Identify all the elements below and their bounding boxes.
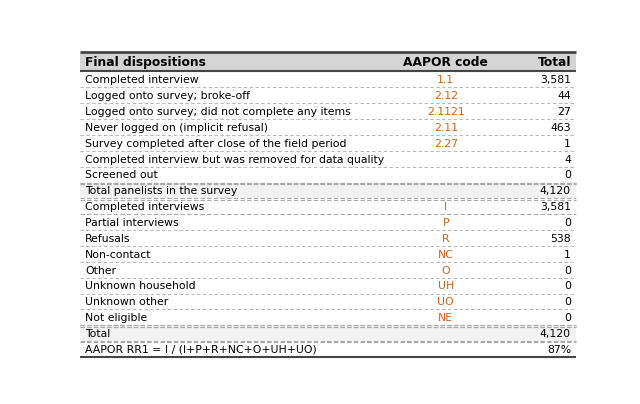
Text: O: O (442, 265, 450, 276)
Bar (80, 135, 576, 151)
Bar (80, 52, 576, 72)
Text: 2.11: 2.11 (434, 123, 458, 133)
Bar (80, 309, 576, 325)
Text: Screened out: Screened out (85, 170, 157, 181)
Text: 0: 0 (564, 297, 571, 307)
Text: 2.12: 2.12 (434, 91, 458, 101)
Text: NE: NE (438, 313, 453, 323)
Text: Survey completed after close of the field period: Survey completed after close of the fiel… (85, 139, 346, 149)
Text: NC: NC (438, 250, 454, 260)
Text: Refusals: Refusals (85, 234, 131, 244)
Text: P: P (442, 218, 449, 228)
Bar (80, 198, 576, 214)
Text: R: R (442, 234, 450, 244)
Bar (80, 230, 576, 246)
Text: 1: 1 (564, 139, 571, 149)
Text: AAPOR code: AAPOR code (403, 56, 488, 69)
Bar (80, 341, 576, 357)
Text: 1: 1 (564, 250, 571, 260)
Text: 0: 0 (564, 265, 571, 276)
Text: Completed interviews: Completed interviews (85, 202, 204, 212)
Text: Final dispositions: Final dispositions (85, 56, 206, 69)
Bar (80, 246, 576, 262)
Text: Other: Other (85, 265, 116, 276)
Text: Total panelists in the survey: Total panelists in the survey (85, 186, 237, 196)
Text: 0: 0 (564, 313, 571, 323)
Bar (80, 72, 576, 87)
Bar (80, 119, 576, 135)
Bar (80, 294, 576, 309)
Text: 4,120: 4,120 (540, 329, 571, 339)
Bar (80, 183, 576, 198)
Text: 3,581: 3,581 (540, 202, 571, 212)
Text: 1.1: 1.1 (437, 75, 454, 85)
Text: 87%: 87% (547, 345, 571, 355)
Text: Total: Total (85, 329, 110, 339)
Text: Non-contact: Non-contact (85, 250, 152, 260)
Text: 4,120: 4,120 (540, 186, 571, 196)
Text: Unknown household: Unknown household (85, 282, 196, 291)
Text: Total: Total (538, 56, 571, 69)
Text: 3,581: 3,581 (540, 75, 571, 85)
Text: 0: 0 (564, 282, 571, 291)
Bar (80, 325, 576, 341)
Text: 0: 0 (564, 218, 571, 228)
Text: AAPOR RR1 = I / (I+P+R+NC+O+UH+UO): AAPOR RR1 = I / (I+P+R+NC+O+UH+UO) (85, 345, 317, 355)
Text: Completed interview but was removed for data quality: Completed interview but was removed for … (85, 155, 384, 164)
Text: 4: 4 (564, 155, 571, 164)
Bar (80, 278, 576, 294)
Text: 2.27: 2.27 (434, 139, 458, 149)
Text: Not eligible: Not eligible (85, 313, 147, 323)
Bar (80, 151, 576, 167)
Text: Partial interviews: Partial interviews (85, 218, 179, 228)
Bar (80, 103, 576, 119)
Text: UH: UH (438, 282, 454, 291)
Text: I: I (444, 202, 447, 212)
Text: Logged onto survey; did not complete any items: Logged onto survey; did not complete any… (85, 107, 351, 117)
Text: Logged onto survey; broke-off: Logged onto survey; broke-off (85, 91, 250, 101)
Bar (80, 214, 576, 230)
Text: 2.1121: 2.1121 (427, 107, 465, 117)
Text: UO: UO (438, 297, 454, 307)
Bar (80, 167, 576, 183)
Text: Never logged on (implicit refusal): Never logged on (implicit refusal) (85, 123, 268, 133)
Text: 538: 538 (550, 234, 571, 244)
Text: 463: 463 (550, 123, 571, 133)
Text: Unknown other: Unknown other (85, 297, 168, 307)
Text: 27: 27 (557, 107, 571, 117)
Bar (80, 262, 576, 278)
Bar (80, 87, 576, 103)
Text: 44: 44 (557, 91, 571, 101)
Text: Completed interview: Completed interview (85, 75, 198, 85)
Text: 0: 0 (564, 170, 571, 181)
